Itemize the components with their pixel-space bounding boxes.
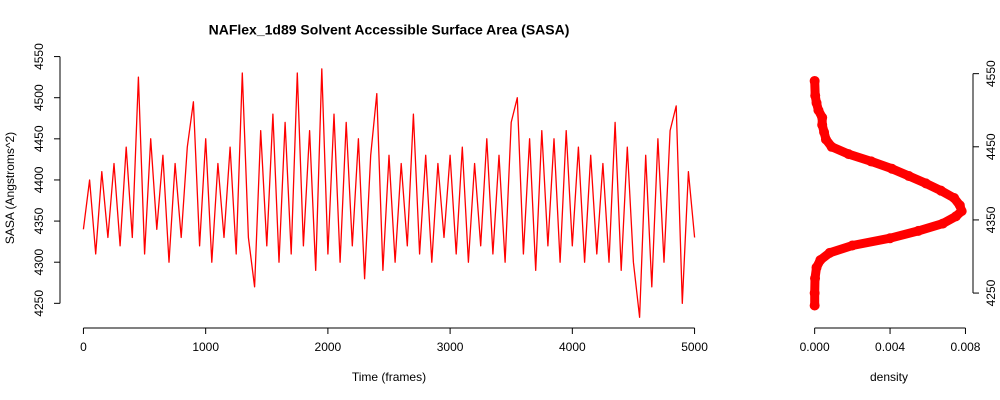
density-point [824, 247, 835, 258]
density-curve [810, 76, 967, 310]
y-tick-label: 4550 [32, 43, 46, 70]
data-line [82, 68, 696, 318]
x-tick-label: 3000 [437, 340, 464, 354]
x-tick-label: 0.000 [800, 340, 830, 354]
x-tick-label: 0.004 [875, 340, 905, 354]
density-point [885, 233, 896, 244]
density-point [935, 185, 946, 196]
y-tick-label: 4350 [32, 207, 46, 234]
density-point [817, 112, 828, 123]
density-point [810, 273, 821, 284]
y-tick-label: 4400 [32, 166, 46, 193]
density-point [826, 141, 837, 152]
density-point [809, 300, 820, 311]
density-point [843, 149, 854, 160]
y-tick-label: 4350 [984, 206, 998, 233]
x-axis-label: density [870, 370, 908, 384]
density-point [937, 218, 948, 229]
x-tick-label: 0.008 [950, 340, 980, 354]
density-point [810, 90, 821, 101]
density-point [949, 192, 960, 203]
y-tick-label: 4450 [984, 133, 998, 160]
density-point [954, 200, 965, 211]
x-tick-label: 0 [80, 340, 87, 354]
y-tick-label: 4300 [32, 249, 46, 276]
density-point [811, 262, 822, 273]
density-point [956, 206, 967, 217]
x-tick-label: 2000 [315, 340, 342, 354]
y-tick-label: 4500 [32, 84, 46, 111]
y-tick-label: 4250 [984, 279, 998, 306]
density-point [866, 156, 877, 167]
x-tick-label: 4000 [559, 340, 586, 354]
chart-title: NAFlex_1d89 Solvent Accessible Surface A… [209, 22, 570, 38]
density-point [920, 178, 931, 189]
y-axis-label: SASA (Angstroms^2) [3, 132, 17, 244]
density-point [809, 288, 820, 299]
x-tick-label: 5000 [681, 340, 708, 354]
density-point [886, 163, 897, 174]
x-axis-label: Time (frames) [352, 370, 426, 384]
y-tick-label: 4250 [32, 290, 46, 317]
density-point [815, 255, 826, 266]
y-tick-label: 4450 [32, 125, 46, 152]
density-point [809, 75, 820, 86]
density-point [913, 225, 924, 236]
density-point [903, 171, 914, 182]
density-point [951, 211, 962, 222]
x-tick-label: 1000 [192, 340, 219, 354]
y-tick-label: 4550 [984, 60, 998, 87]
density-point [847, 240, 858, 251]
